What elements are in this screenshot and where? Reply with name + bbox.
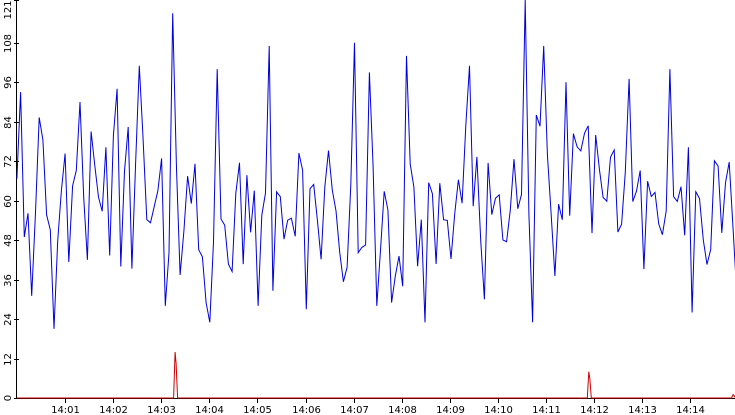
x-tick-label: 14:14 <box>676 405 705 415</box>
series-line-red <box>16 351 735 399</box>
y-tick-label: 108 <box>3 34 14 53</box>
x-tick-label: 14:03 <box>147 405 176 415</box>
y-tick-label: 36 <box>3 274 14 287</box>
x-tick-label: 14:01 <box>51 405 80 415</box>
x-tick-label: 14:06 <box>292 405 321 415</box>
y-tick-label: 84 <box>3 116 14 129</box>
y-tick-label: 24 <box>3 313 14 326</box>
plot-area <box>16 0 735 399</box>
x-axis: 14:01 14:02 14:03 14:04 14:05 14:06 14:07 14:08… <box>16 398 735 415</box>
x-tick-label: 14:09 <box>436 405 465 415</box>
y-axis: 0 12 24 36 48 60 72 84 96 108 121 <box>3 0 19 401</box>
y-tick-label: 96 <box>3 76 14 89</box>
y-tick-label: 48 <box>3 234 14 247</box>
series-line-blue <box>16 0 735 329</box>
y-tick-label: 121 <box>3 0 14 19</box>
x-tick-label: 14:11 <box>532 405 561 415</box>
x-tick-label: 14:07 <box>340 405 369 415</box>
x-tick-label: 14:05 <box>243 405 272 415</box>
x-tick-label: 14:02 <box>99 405 128 415</box>
x-tick-label: 14:10 <box>484 405 513 415</box>
y-tick-label: 0 <box>3 395 14 401</box>
y-tick-label: 60 <box>3 195 14 208</box>
x-tick-label: 14:08 <box>388 405 417 415</box>
y-tick-label: 12 <box>3 353 14 366</box>
x-tick-label: 14:04 <box>195 405 224 415</box>
x-tick-label: 14:12 <box>580 405 609 415</box>
y-tick-label: 72 <box>3 155 14 168</box>
x-tick-label: 14:13 <box>628 405 657 415</box>
